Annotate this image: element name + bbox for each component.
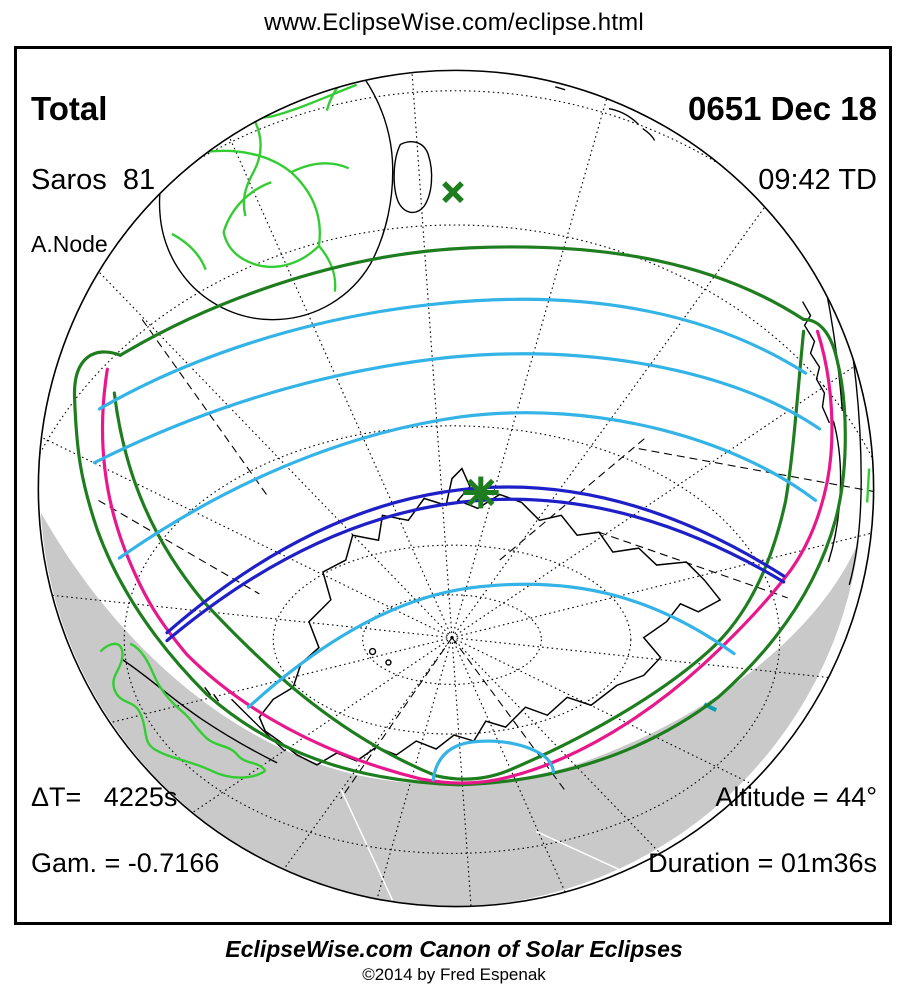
outline-curves [92, 297, 822, 782]
rise-set-curve [100, 329, 834, 785]
dashed-grid-line [499, 436, 648, 561]
penumbra-north-limit [118, 245, 806, 357]
outline-curve-loop [431, 739, 555, 782]
latitude-circle [362, 594, 542, 685]
south-america-coast [99, 642, 266, 779]
meridian-line [451, 637, 853, 907]
altitude-label: Altitude = 44° [715, 781, 877, 812]
dashed-grid-line [598, 531, 788, 599]
africa-border [290, 162, 350, 174]
meridian-line [451, 637, 874, 699]
africa-border [242, 114, 262, 217]
meridian-line [451, 497, 874, 639]
penumbra-outer-limit [73, 317, 847, 787]
outline-curve [117, 411, 818, 560]
night-shading [40, 512, 860, 907]
meridian-line [112, 637, 453, 907]
copyright-notice: ©2014 by Fred Espenak [362, 965, 546, 984]
madagascar-island [393, 141, 433, 214]
eclipse-date-label: 0651 Dec 18 [688, 89, 877, 127]
patagonia-coast [121, 658, 278, 764]
meridian-line [38, 637, 453, 778]
outline-curve [97, 297, 808, 411]
greatest-eclipse-marker [462, 476, 499, 509]
top-right-labels: 0651 Dec 18 09:42 TD [688, 55, 877, 232]
outline-curve [92, 352, 822, 465]
meridian-line [38, 637, 453, 907]
rise-set-path [100, 329, 834, 785]
antarctica-coast [258, 467, 722, 766]
latitude-circle [38, 224, 874, 907]
south-georgia-island [204, 686, 220, 702]
meridian-line [38, 384, 453, 639]
africa-border [171, 232, 207, 271]
umbral-north-edge [165, 485, 786, 635]
penumbra-limit-lines [73, 245, 847, 787]
saros-label: Saros 81 [31, 163, 156, 196]
dashed-grid-line [141, 319, 270, 499]
patagonia-coast [231, 698, 286, 752]
gamma-label: Gam. = -0.7166 [31, 847, 220, 878]
delta-t-label: ΔT= 4225s [31, 781, 178, 812]
umbral-south-edge [165, 497, 786, 643]
right-limb-coast [848, 331, 862, 586]
antarctic-island [368, 647, 377, 656]
duration-label: Duration = 01m36s [648, 847, 877, 878]
africa-border [222, 181, 272, 233]
meridian-line [292, 637, 453, 907]
latitude-circle [272, 544, 632, 735]
outline-curve [246, 582, 736, 709]
bottom-left-labels: ΔT= 4225s Gam. = -0.7166 [31, 746, 219, 914]
night-meridian-line [340, 788, 394, 901]
eclipse-type-label: Total [31, 89, 108, 127]
meridian-line [410, 70, 453, 638]
dashed-grid-line [638, 448, 874, 493]
meridian-line [451, 83, 612, 638]
indian-ocean-island [608, 107, 656, 141]
africa-border [201, 149, 321, 247]
south-america-coast [129, 642, 267, 772]
eclipse-markers [442, 181, 499, 509]
canon-title: EclipseWise.com Canon of Solar Eclipses [225, 936, 683, 962]
latitude-circle [123, 425, 781, 854]
node-label: A.Node [31, 230, 108, 257]
meridian-line [451, 170, 792, 638]
eclipse-time-label: 09:42 TD [758, 163, 877, 196]
top-left-labels: Total Saros 81 A.Node [31, 55, 155, 293]
meridian-line [217, 110, 453, 638]
right-limb-green-coast [865, 468, 871, 503]
dashed-grid-line [340, 637, 453, 800]
africa-border [222, 231, 320, 268]
site-url-heading: www.EclipseWise.com/eclipse.html [264, 9, 644, 36]
meridian-line [451, 315, 874, 639]
penumbra-south-limit [112, 329, 806, 781]
dashed-grid-line [98, 499, 260, 595]
meridian-line [51, 222, 453, 639]
africa-coast [158, 72, 394, 321]
bottom-right-labels: Altitude = 44° Duration = 01m36s [648, 746, 877, 914]
meridian-line [451, 637, 874, 891]
antarctic-island [385, 659, 392, 666]
sub-solar-point-marker [442, 181, 464, 204]
eclipse-map-svg [37, 69, 875, 908]
meridian-line [451, 637, 494, 907]
small-island [555, 86, 566, 91]
map-frame: Total Saros 81 A.Node 0651 Dec 18 09:42 … [14, 46, 892, 925]
latitude-circle [38, 90, 874, 907]
meridian-line [451, 637, 687, 907]
globe-limb [37, 69, 875, 908]
